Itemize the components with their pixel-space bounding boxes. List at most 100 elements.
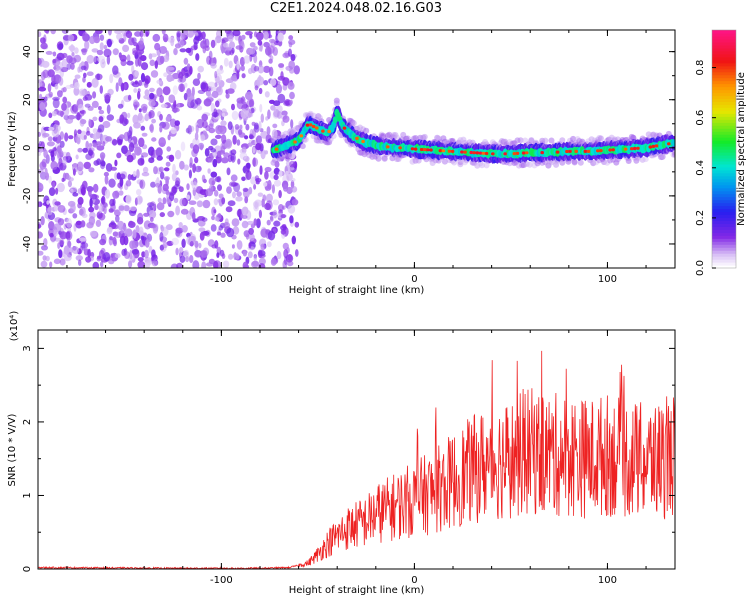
y-tick-label: -20 [22, 188, 33, 204]
heatmap-noise-speck [38, 57, 42, 66]
heatmap-noise-speck [96, 145, 105, 151]
colorbar-segment [712, 83, 736, 88]
heatmap-noise-speck [150, 53, 157, 58]
heatmap-noise-speck [251, 121, 256, 126]
heatmap-noise-speck [91, 48, 99, 53]
colorbar-segment [712, 122, 736, 126]
heatmap-noise-speck [49, 232, 54, 238]
heatmap-peak-dot [413, 147, 418, 151]
heatmap-noise-speck [46, 200, 50, 205]
heatmap-noise-speck [59, 239, 65, 246]
snr-y-tick-label: 1 [22, 492, 33, 498]
heatmap-noise-speck [195, 53, 200, 61]
heatmap-noise-speck [99, 42, 104, 51]
colorbar-tick-label: 0.0 [695, 260, 706, 276]
heatmap-noise-speck [43, 149, 48, 158]
heatmap-noise-speck [107, 30, 112, 36]
heatmap-noise-speck [153, 166, 158, 175]
heatmap-noise-speck [269, 215, 274, 221]
heatmap-noise-speck [241, 73, 246, 79]
heatmap-noise-speck [258, 257, 266, 266]
heatmap-noise-speck [177, 102, 181, 109]
heatmap-noise-speck [144, 75, 151, 84]
heatmap-noise-speck [137, 158, 145, 166]
heatmap-noise-speck [95, 30, 103, 35]
heatmap-noise-speck [132, 50, 139, 56]
heatmap-noise-speck [282, 115, 290, 123]
heatmap-noise-speck [52, 123, 59, 134]
heatmap-noise-speck [220, 145, 225, 154]
heatmap-noise-speck [231, 244, 235, 249]
heatmap-noise-speck [165, 161, 171, 167]
heatmap-noise-speck [173, 184, 181, 190]
heatmap-noise-speck [205, 188, 214, 197]
heatmap-noise-speck [159, 46, 168, 54]
heatmap-peak-dot [648, 145, 653, 149]
heatmap-peak-dot [555, 150, 560, 154]
heatmap-noise-speck [183, 57, 189, 65]
heatmap-peak-dot [633, 146, 637, 151]
colorbar-segment [712, 116, 736, 120]
heatmap-noise-speck [200, 40, 207, 49]
heatmap-noise-speck [231, 110, 239, 121]
heatmap-noise-speck [256, 218, 261, 229]
heatmap-noise-speck [53, 229, 58, 237]
heatmap-noise-speck [99, 34, 105, 41]
heatmap-noise-speck [72, 192, 79, 197]
heatmap-noise-speck [38, 231, 43, 239]
heatmap-noise-speck [92, 116, 98, 122]
colorbar-segment [712, 107, 736, 111]
heatmap-noise-speck [102, 120, 111, 129]
heatmap-noise-speck [162, 86, 171, 96]
heatmap-noise-speck [103, 202, 108, 208]
heatmap-noise-speck [112, 65, 119, 75]
heatmap-noise-speck [67, 34, 75, 42]
heatmap-noise-speck [248, 227, 255, 235]
heatmap-noise-speck [183, 164, 189, 171]
heatmap-noise-speck [95, 141, 103, 146]
heatmap-noise-speck [138, 108, 142, 113]
heatmap-noise-speck [115, 215, 120, 223]
heatmap-noise-speck [40, 260, 48, 268]
colorbar-segment [712, 154, 736, 159]
heatmap-noise-speck [80, 61, 85, 67]
heatmap-noise-speck [104, 175, 109, 185]
heatmap-noise-speck [112, 236, 117, 245]
heatmap-noise-speck [238, 129, 243, 136]
heatmap-peak-dot [586, 149, 591, 153]
heatmap-noise-speck [197, 65, 204, 73]
heatmap-noise-speck [278, 63, 285, 68]
heatmap-noise-speck [201, 261, 207, 268]
heatmap-noise-speck [136, 169, 140, 179]
heatmap-noise-speck [284, 99, 291, 106]
heatmap-noise-speck [123, 32, 127, 42]
colorbar-segment [712, 74, 736, 79]
heatmap-noise-speck [39, 81, 43, 87]
heatmap-peak-dot [623, 147, 628, 151]
heatmap-noise-speck [41, 60, 50, 68]
heatmap-noise-speck [98, 106, 102, 111]
heatmap-noise-speck [222, 112, 226, 118]
heatmap-noise-speck [194, 240, 199, 248]
heatmap-peak-dot [361, 139, 365, 144]
heatmap-noise-speck [228, 253, 234, 260]
heatmap-noise-speck [207, 168, 211, 174]
heatmap-noise-speck [222, 260, 230, 268]
heatmap-peak-dot [293, 140, 297, 144]
heatmap-noise-speck [201, 113, 208, 122]
heatmap-noise-speck [136, 195, 143, 205]
colorbar-segment [712, 59, 736, 64]
colorbar-segment [712, 163, 736, 168]
heatmap-noise-speck [125, 30, 133, 39]
heatmap-noise-speck [289, 91, 295, 100]
heatmap-noise-speck [229, 41, 235, 49]
heatmap-noise-speck [89, 35, 96, 45]
heatmap-noise-speck [146, 260, 153, 266]
heatmap-noise-speck [133, 88, 138, 93]
heatmap-noise-speck [89, 230, 98, 238]
heatmap-noise-speck [215, 100, 220, 108]
heatmap-noise-speck [255, 180, 260, 185]
heatmap-noise-speck [112, 48, 119, 56]
colorbar-frame [711, 29, 737, 269]
heatmap-noise-speck [226, 186, 232, 194]
